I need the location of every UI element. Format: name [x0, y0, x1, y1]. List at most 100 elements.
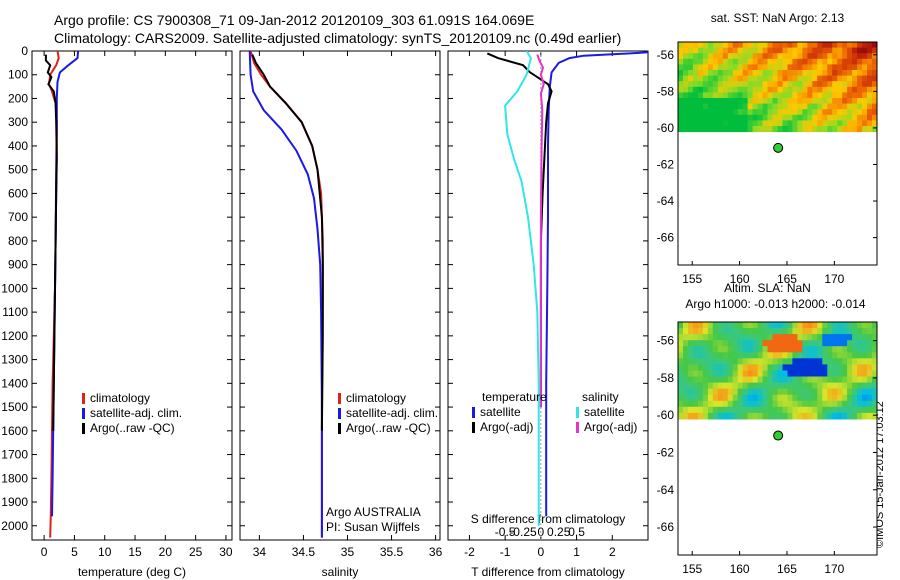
- sla-map-cell: [777, 334, 783, 341]
- sla-map-cell: [772, 328, 778, 335]
- sst-map-cell: [862, 98, 868, 105]
- sst-map-cell: [797, 58, 803, 65]
- sla-map-cell: [847, 364, 853, 371]
- sst-map-cell: [852, 64, 858, 71]
- sla-map-cell: [727, 334, 734, 341]
- sla-map-cell: [822, 376, 828, 384]
- sla-map-cell: [767, 406, 773, 414]
- legend-label: satellite-adj. clim.: [90, 406, 182, 420]
- sst-map-cell: [707, 86, 714, 93]
- sst-map-cell: [777, 92, 783, 99]
- sst-map-cell: [822, 42, 828, 49]
- sla-map-cell: [777, 340, 783, 347]
- sla-map-cell: [797, 352, 803, 359]
- sst-map-cell: [862, 86, 868, 93]
- temperature-xtick-label: 25: [189, 545, 203, 559]
- sst-map-cell: [822, 98, 828, 105]
- figure-title-line2: Climatology: CARS2009. Satellite-adjuste…: [54, 30, 622, 46]
- sst-map-cell: [697, 98, 704, 105]
- sla-map-cell: [842, 322, 848, 329]
- sst-map-cell: [862, 103, 868, 110]
- sst-map-cell: [802, 120, 808, 127]
- sst-map-cell: [727, 58, 734, 65]
- sst-map-cell: [777, 53, 783, 60]
- sst-map-cell: [678, 120, 684, 127]
- sst-map-cell: [857, 92, 863, 99]
- sla-map-cell: [772, 352, 778, 359]
- depth-tick-label: 0: [21, 44, 28, 58]
- sla-map-cell: [797, 358, 803, 365]
- sst-map-cell: [777, 70, 783, 77]
- sst-map-cell: [837, 70, 843, 77]
- sst-map-cell: [787, 126, 793, 133]
- sla-map-cell: [683, 322, 689, 329]
- sst-map-cell: [832, 103, 838, 110]
- sst-map-cell: [692, 86, 699, 93]
- sla-map-cell: [742, 382, 749, 390]
- sst-map-cell: [702, 86, 709, 93]
- sla-map-cell: [678, 370, 684, 378]
- sla-map-cell: [757, 412, 764, 420]
- sst-map-cell: [688, 109, 694, 116]
- sla-map-cell: [683, 340, 689, 347]
- sla-map-cell: [832, 370, 838, 378]
- sst-map-cell: [837, 47, 843, 54]
- sst-map-xtick-label: 165: [777, 272, 797, 286]
- sst-map-cell: [802, 53, 808, 60]
- sla-map-cell: [762, 406, 769, 414]
- sla-map-cell: [787, 346, 793, 353]
- sla-map-cell: [842, 376, 848, 384]
- sst-map-xtick-label: 155: [682, 272, 702, 286]
- sst-map-cell: [872, 42, 878, 49]
- sst-map-cell: [777, 120, 783, 127]
- sst-map-cell: [762, 53, 769, 60]
- sla-map-cell: [727, 328, 734, 335]
- sla-map-cell: [782, 364, 788, 371]
- sla-map-cell: [837, 376, 843, 384]
- sla-map-cell: [832, 412, 838, 420]
- sla-map-cell: [692, 364, 699, 371]
- sla-map-cell: [777, 358, 783, 365]
- sla-map-cell: [772, 358, 778, 365]
- sla-map-cell: [807, 340, 813, 347]
- sla-map-cell: [678, 382, 684, 390]
- sst-map-cell: [757, 126, 764, 133]
- sst-map-cell: [757, 42, 764, 49]
- sla-map-cell: [862, 322, 868, 329]
- sst-map-cell: [797, 86, 803, 93]
- sst-map-cell: [857, 70, 863, 77]
- legend-swatch: [82, 423, 85, 434]
- sst-map-cell: [872, 81, 878, 88]
- sst-map-cell: [822, 58, 828, 65]
- sla-map-cell: [717, 328, 724, 335]
- sla-map-xtick-label: 165: [777, 562, 797, 576]
- sla-map-cell: [802, 406, 808, 414]
- sst-map-cell: [712, 86, 719, 93]
- legend-label: satellite: [480, 405, 521, 419]
- sst-map-cell: [842, 109, 848, 116]
- sst-map-cell: [807, 86, 813, 93]
- legend-title-salinity: salinity: [582, 390, 619, 404]
- sst-map-cell: [847, 70, 853, 77]
- sla-map-cell: [802, 358, 808, 365]
- sst-map-cell: [683, 58, 689, 65]
- sla-map-cell: [872, 334, 878, 341]
- sla-map-cell: [797, 406, 803, 414]
- sla-map-cell: [752, 400, 759, 408]
- sst-map-cell: [857, 42, 863, 49]
- sla-map-cell: [817, 352, 823, 359]
- sla-map-cell: [802, 394, 808, 402]
- sst-map-cell: [683, 109, 689, 116]
- sst-map-cell: [802, 98, 808, 105]
- sla-map-cell: [857, 364, 863, 371]
- sst-map-cell: [852, 103, 858, 110]
- sla-map-cell: [727, 352, 734, 359]
- sla-map-cell: [857, 322, 863, 329]
- sst-map-cell: [737, 92, 744, 99]
- sst-map-cell: [732, 126, 739, 133]
- sla-map-cell: [847, 346, 853, 353]
- sst-map-cell: [837, 114, 843, 121]
- sla-map-cell: [827, 388, 833, 396]
- sla-map-cell: [747, 346, 754, 353]
- sla-map-cell: [832, 394, 838, 402]
